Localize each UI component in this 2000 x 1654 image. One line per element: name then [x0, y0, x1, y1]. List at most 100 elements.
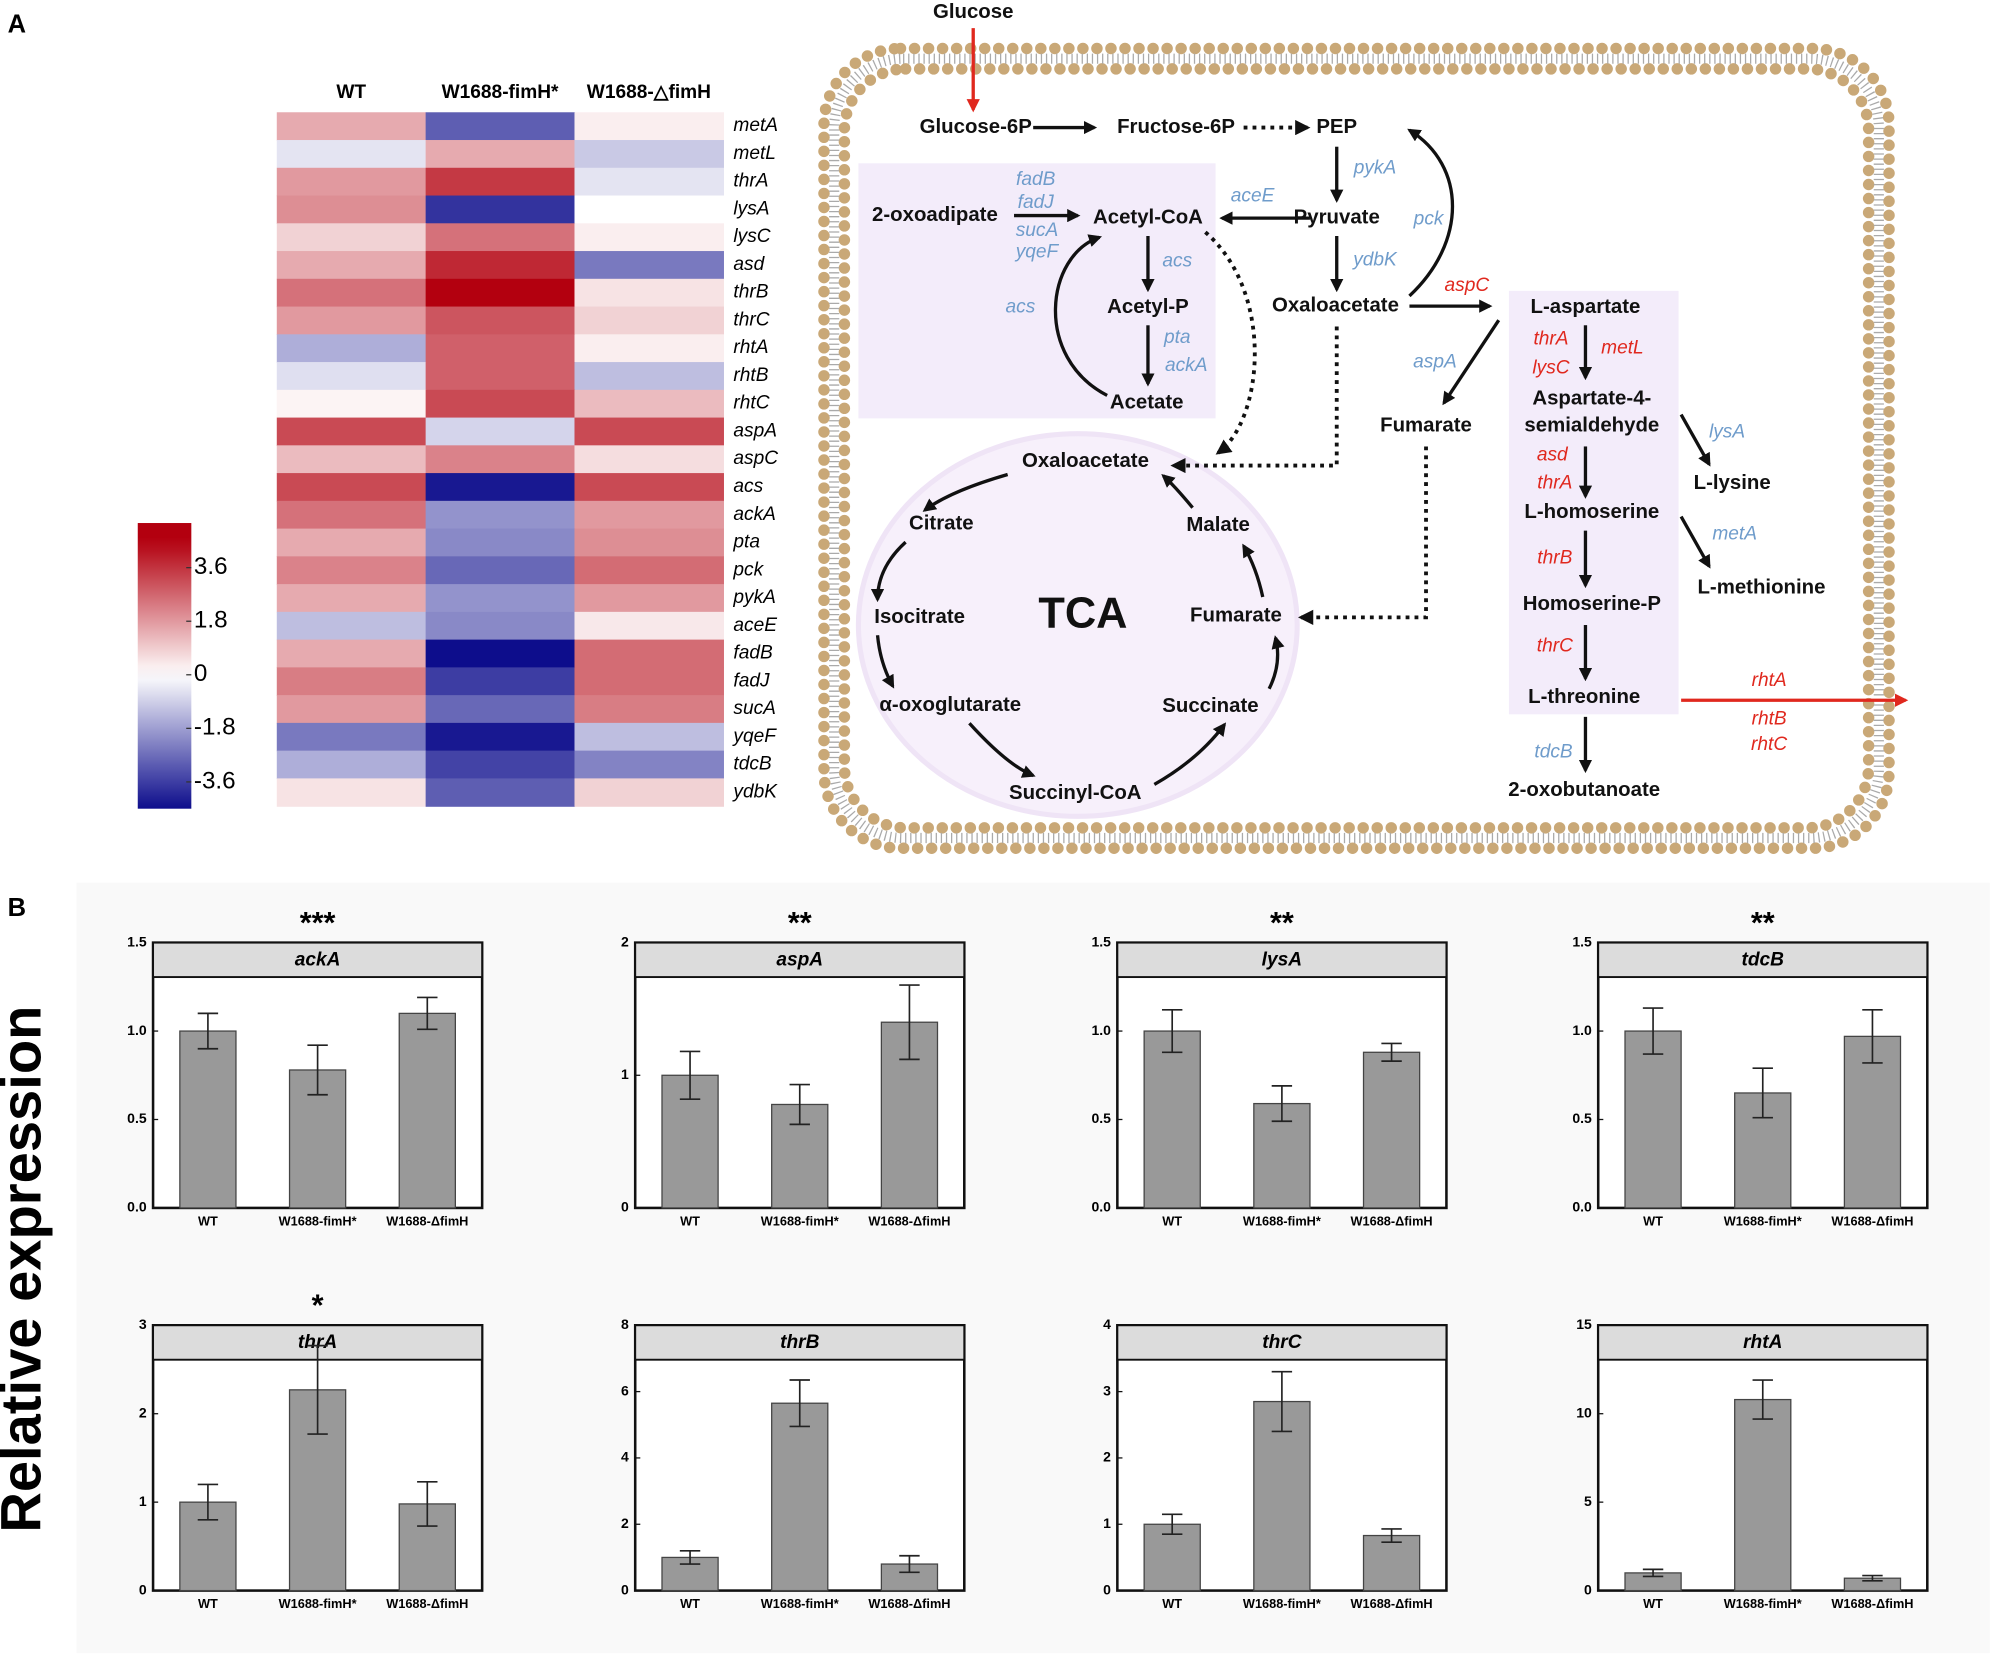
row-label: rhtC	[733, 393, 769, 414]
metabolite: Malate	[1186, 514, 1249, 536]
row-label: thrB	[733, 282, 768, 303]
bar	[1143, 1523, 1201, 1592]
gene-label: thrB	[1537, 548, 1572, 569]
row-label: lysC	[733, 226, 770, 247]
metabolite: Glucose-6P	[920, 116, 1032, 138]
heatmap-cell	[574, 778, 724, 807]
x-tick-label: W1688-fimH*	[761, 1213, 839, 1228]
metabolite: Citrate	[909, 513, 974, 535]
heatmap-cell	[276, 750, 427, 780]
x-tick-label: WT	[1643, 1596, 1663, 1611]
heatmap-cell	[574, 306, 724, 335]
bar	[1253, 1400, 1311, 1592]
metabolite: Oxaloacetate	[1022, 450, 1149, 472]
title-strip	[1597, 941, 1929, 979]
metabolite: Fumarate	[1380, 414, 1472, 436]
heatmap-cell	[276, 112, 427, 141]
heatmap-cell	[276, 722, 427, 752]
colorbar-tick-label: -3.6	[194, 767, 236, 794]
gene-label: thrA	[1537, 472, 1572, 493]
y-tick-label: 3	[139, 1316, 147, 1332]
pathway-arrows	[870, 28, 1909, 786]
heatmap-cell	[276, 140, 427, 169]
heatmap-cell	[276, 278, 427, 308]
row-label: thrA	[733, 171, 768, 192]
gene-label: lysC	[1532, 358, 1569, 379]
x-tick-label: WT	[1162, 1596, 1182, 1611]
heatmap-cell	[574, 639, 724, 669]
heatmap-cell	[574, 112, 724, 141]
heatmap-cell	[425, 223, 576, 252]
y-tick-label: 1.5	[1572, 933, 1592, 949]
row-label: aspC	[733, 448, 778, 469]
bar	[1362, 1051, 1421, 1209]
bar	[398, 1012, 456, 1209]
x-tick-label: WT	[1162, 1213, 1182, 1228]
gene-label: lysA	[1709, 421, 1745, 442]
colorbar-tick-label: -1.8	[194, 714, 236, 741]
x-tick-label: WT	[198, 1213, 218, 1228]
heatmap-cell	[425, 389, 576, 419]
heatmap-cell	[425, 167, 576, 197]
tca-label: TCA	[1038, 590, 1127, 638]
metabolite: Homoserine-P	[1523, 593, 1661, 615]
metabolite: Acetyl-CoA	[1093, 207, 1203, 229]
metabolite: Aspartate-4-	[1532, 388, 1651, 410]
heatmap-cell	[574, 445, 724, 474]
heatmap-cell	[425, 306, 576, 335]
x-tick-label: W1688-ΔfimH	[1831, 1596, 1913, 1611]
title-strip	[152, 941, 484, 979]
x-tick-label: W1688-fimH*	[1724, 1596, 1802, 1611]
heatmap-cell	[574, 167, 724, 197]
y-tick-label: 1.0	[1572, 1022, 1592, 1038]
metabolite: L-homoserine	[1524, 501, 1659, 523]
tca-cycle	[855, 431, 1300, 819]
y-tick-label: 0.5	[1572, 1110, 1592, 1126]
gene-label: pta	[1163, 327, 1191, 348]
heatmap-cell	[574, 140, 724, 169]
heatmap-cell	[276, 445, 427, 474]
row-label: ackA	[733, 504, 776, 525]
heatmap-cell	[574, 278, 724, 308]
heatmap-cell	[425, 417, 576, 446]
gene-label: asd	[1537, 444, 1569, 465]
title-strip	[1116, 1324, 1448, 1361]
row-label: pck	[732, 559, 764, 580]
title-strip	[634, 941, 966, 979]
heatmap-cell	[425, 528, 576, 557]
heatmap-cell	[276, 667, 427, 696]
metabolite: semialdehyde	[1524, 414, 1659, 436]
chart-title: tdcB	[1742, 950, 1785, 971]
heatmap-cell	[276, 306, 427, 335]
metabolite: Succinyl-CoA	[1009, 782, 1142, 804]
y-tick-label: 2	[139, 1404, 147, 1420]
heatmap-cell	[574, 750, 724, 780]
heatmap-cell	[425, 639, 576, 669]
chart-title: lysA	[1262, 950, 1302, 971]
heatmap-cell	[574, 334, 724, 363]
bar	[771, 1402, 829, 1592]
gene-label: fadJ	[1018, 192, 1055, 213]
heatmap-cell	[276, 778, 427, 807]
y-tick-label: 1.5	[127, 933, 147, 949]
heatmap-cell	[425, 334, 576, 363]
heatmap-cell	[574, 556, 724, 585]
column-label: W1688-fimH*	[442, 82, 559, 103]
heatmap-cell	[276, 334, 427, 363]
title-strip	[1116, 941, 1448, 979]
heatmap-cell	[425, 667, 576, 696]
heatmap-cell	[425, 584, 576, 613]
bar	[179, 1030, 237, 1209]
x-tick-label: WT	[198, 1596, 218, 1611]
y-tick-label: 0.0	[127, 1199, 147, 1215]
x-tick-label: W1688-ΔfimH	[386, 1596, 468, 1611]
gene-label: fadB	[1016, 169, 1056, 190]
gene-label: rhtA	[1752, 670, 1787, 691]
significance: ***	[300, 906, 336, 940]
x-tick-label: W1688-fimH*	[1243, 1596, 1321, 1611]
x-tick-label: W1688-ΔfimH	[868, 1596, 950, 1611]
y-tick-label: 6	[621, 1382, 629, 1398]
colorbar-tick-label: 0	[194, 660, 207, 687]
row-label: fadJ	[733, 670, 770, 691]
heatmap-cell	[425, 611, 576, 641]
